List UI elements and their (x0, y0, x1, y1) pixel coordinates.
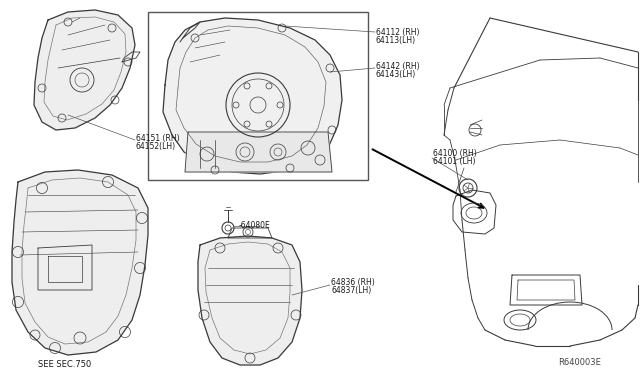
Text: 64143(LH): 64143(LH) (376, 70, 416, 79)
Text: 64836 (RH): 64836 (RH) (331, 278, 375, 287)
Polygon shape (12, 170, 148, 355)
Polygon shape (163, 18, 342, 174)
Text: R640003E: R640003E (558, 358, 601, 367)
Text: 64100 (RH): 64100 (RH) (433, 149, 477, 158)
Polygon shape (198, 236, 302, 365)
Text: 64112 (RH): 64112 (RH) (376, 28, 419, 37)
Text: 64837(LH): 64837(LH) (331, 286, 371, 295)
Polygon shape (185, 132, 332, 172)
Text: 64142 (RH): 64142 (RH) (376, 62, 420, 71)
Text: SEE SEC.750: SEE SEC.750 (38, 360, 92, 369)
Text: 64113(LH): 64113(LH) (376, 36, 416, 45)
Text: -64080E: -64080E (239, 221, 271, 230)
Text: 64152(LH): 64152(LH) (136, 142, 176, 151)
FancyBboxPatch shape (148, 12, 368, 180)
Text: 64101 (LH): 64101 (LH) (433, 157, 476, 166)
Polygon shape (34, 10, 135, 130)
Text: 64151 (RH): 64151 (RH) (136, 134, 180, 143)
